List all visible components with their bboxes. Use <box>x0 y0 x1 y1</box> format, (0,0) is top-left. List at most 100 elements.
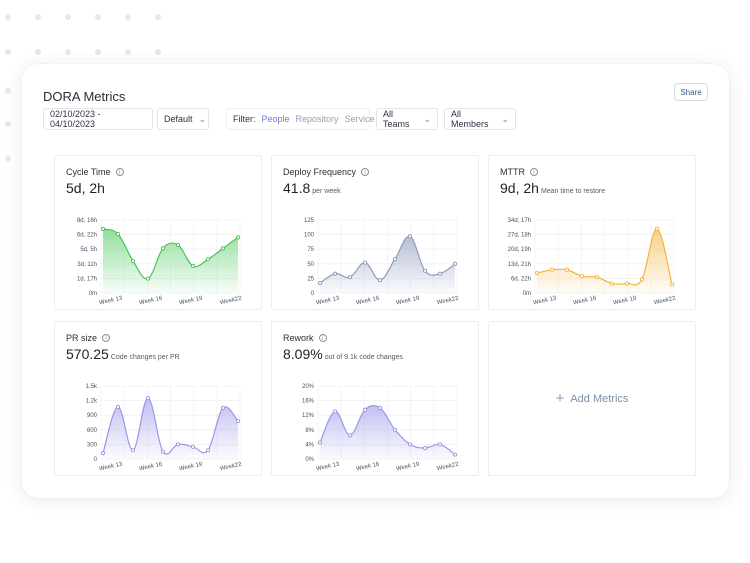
y-tick-label: 20% <box>302 384 315 390</box>
mttr-chart: 0m 6d, 22h 13d, 21h 20d, 19h 27d, 18h 34d, 17… <box>508 218 677 307</box>
data-point <box>175 242 181 248</box>
filter-option-people[interactable]: People <box>261 114 290 124</box>
dora-metrics-card: DORA Metrics Share 02/10/2023 - 04/10/20… <box>22 64 729 498</box>
data-point <box>205 448 211 453</box>
chevron-down-icon: ⌄ <box>423 113 431 124</box>
data-point <box>115 404 121 409</box>
x-tick-label: Week 16 <box>356 296 381 307</box>
panel-title: Cycle Time i <box>66 167 124 177</box>
data-point <box>235 235 241 240</box>
data-point <box>392 257 398 262</box>
x-tick-label: Week22 <box>653 296 676 307</box>
info-icon[interactable]: i <box>102 334 111 342</box>
panel-value: 9d, 2h Mean time to restore <box>500 180 605 196</box>
panel-value-text: 8.09% <box>283 346 323 362</box>
data-point <box>452 261 458 266</box>
x-tick-label: Week 13 <box>533 296 558 307</box>
decorative-dot <box>65 49 71 55</box>
y-tick-label: 75 <box>307 247 314 253</box>
teams-dropdown[interactable]: All Teams ⌄ <box>376 108 438 130</box>
x-tick-label: Week 13 <box>316 296 341 307</box>
data-point <box>235 418 241 424</box>
data-point <box>130 258 136 264</box>
decorative-dot <box>5 121 11 127</box>
x-tick-label: Week 16 <box>356 462 381 473</box>
x-tick-label: Week 19 <box>179 462 204 473</box>
data-point <box>332 271 338 276</box>
data-point <box>594 275 600 280</box>
panel-subtitle: Code changes per PR <box>110 354 180 361</box>
y-tick-label: 600 <box>87 428 98 434</box>
y-tick-label: 100 <box>304 233 315 239</box>
panel-title-text: PR size <box>66 333 98 343</box>
series-area <box>537 228 672 293</box>
panel-value: 8.09% out of 9.1k code changes <box>283 346 403 362</box>
filter-group: Filter: People Repository Service <box>226 108 375 130</box>
y-tick-label: 0m <box>523 291 531 297</box>
panel-title-text: Rework <box>283 333 314 343</box>
data-point <box>534 270 540 276</box>
decorative-dot <box>125 14 131 20</box>
data-point <box>564 267 570 272</box>
metric-panel-rework: Rework i 8.09% out of 9.1k code changes 0%… <box>271 321 479 476</box>
filter-label: Filter: <box>233 114 256 124</box>
y-tick-label: 16% <box>302 399 315 405</box>
chevron-down-icon: ⌄ <box>501 113 509 124</box>
plus-icon: + <box>555 390 565 407</box>
data-point <box>407 442 413 447</box>
panel-title: MTTR i <box>500 167 538 177</box>
y-tick-label: 6d, 22h <box>511 276 531 282</box>
decorative-dot <box>95 14 101 20</box>
share-button[interactable]: Share <box>674 83 708 101</box>
data-point <box>145 396 151 401</box>
y-tick-label: 900 <box>87 413 98 419</box>
teams-value: All Teams <box>383 109 410 129</box>
cycle-time-chart: 0m 1d, 17h 3d, 11h 5d, 5h 6d, 22h 8d, 16h Week… <box>77 218 243 307</box>
y-tick-label: 4% <box>305 442 314 448</box>
info-icon[interactable]: i <box>115 168 124 176</box>
date-range-picker[interactable]: 02/10/2023 - 04/10/2023 <box>43 108 153 130</box>
info-icon[interactable]: i <box>530 168 538 176</box>
filter-option-repository[interactable]: Repository <box>295 114 339 124</box>
x-tick-label: Week 16 <box>139 296 164 307</box>
y-tick-label: 0 <box>94 457 98 463</box>
x-tick-label: Week 19 <box>179 296 204 307</box>
metric-panel-cycle-time: Cycle Time i 5d, 2h 0m 1d, 17h 3d, 11h 5d, 5… <box>54 155 262 310</box>
y-tick-label: 8d, 16h <box>77 218 97 224</box>
info-icon[interactable]: i <box>361 168 370 176</box>
preset-dropdown[interactable]: Default ⌄ <box>157 108 209 130</box>
decorative-dot <box>125 49 131 55</box>
add-metrics-panel[interactable]: + Add Metrics <box>488 321 696 476</box>
data-point <box>115 231 121 237</box>
panel-title-text: Deploy Frequency <box>283 167 357 177</box>
x-tick-label: Week22 <box>219 462 242 473</box>
data-point <box>190 444 196 449</box>
data-point <box>220 246 226 251</box>
data-point <box>317 440 323 445</box>
panel-title-text: MTTR <box>500 167 525 177</box>
decorative-dot <box>155 14 161 20</box>
data-point <box>422 446 428 451</box>
filter-option-service[interactable]: Service <box>344 114 375 124</box>
add-metrics-button[interactable]: + Add Metrics <box>489 322 695 475</box>
y-tick-label: 5d, 5h <box>80 247 97 253</box>
panel-value: 570.25 Code changes per PR <box>66 346 180 362</box>
y-tick-label: 1.5k <box>86 384 98 390</box>
y-tick-label: 0% <box>305 457 314 463</box>
metric-panel-mttr: MTTR i 9d, 2h Mean time to restore 0m 6d, 2… <box>488 155 696 310</box>
y-tick-label: 13d, 21h <box>508 262 531 268</box>
data-point <box>407 234 413 239</box>
data-point <box>347 275 353 280</box>
series-area <box>103 398 238 459</box>
decorative-dot <box>155 49 161 55</box>
info-icon[interactable]: i <box>318 334 327 342</box>
series-area <box>320 405 455 459</box>
data-point <box>362 260 368 265</box>
data-point <box>422 268 428 273</box>
y-tick-label: 0m <box>89 291 97 297</box>
panel-value-text: 9d, 2h <box>500 180 539 196</box>
x-tick-label: Week22 <box>436 462 459 473</box>
members-dropdown[interactable]: All Members ⌄ <box>444 108 516 130</box>
data-point <box>437 442 443 447</box>
